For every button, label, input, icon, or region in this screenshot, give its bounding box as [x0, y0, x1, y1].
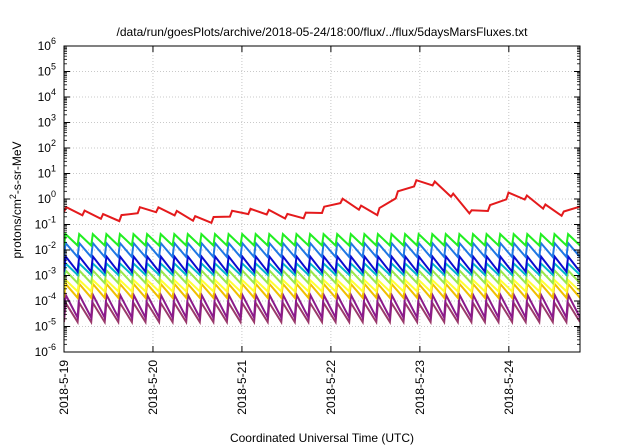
y-tick-label: 10-4	[35, 291, 56, 308]
axis-ticks	[63, 45, 580, 353]
series-line-3	[64, 240, 580, 260]
y-tick-label: 104	[38, 87, 56, 104]
y-axis-label: protons/cm2-s-sr-MeV	[8, 141, 24, 258]
y-tick-label: 105	[38, 62, 56, 79]
series-line-9	[64, 290, 580, 322]
series-layer	[64, 178, 580, 326]
y-tick-label: 102	[38, 138, 56, 155]
y-tick-label: 10-3	[35, 266, 56, 283]
x-tick-label: 2018-5-20	[146, 360, 160, 415]
x-tick-label: 2018-5-22	[324, 360, 338, 415]
chart-title: /data/run/goesPlots/archive/2018-05-24/1…	[117, 25, 529, 39]
x-axis-label: Coordinated Universal Time (UTC)	[230, 431, 414, 445]
y-tick-label: 10-5	[35, 317, 56, 334]
series-line-6	[64, 268, 580, 286]
series-line-4	[64, 253, 580, 275]
y-tick-label: 100	[38, 189, 56, 206]
y-tick-label: 10-6	[35, 342, 56, 359]
x-tick-label: 2018-5-21	[235, 360, 249, 415]
y-tick-label: 103	[38, 113, 56, 130]
y-tick-label: 106	[38, 36, 56, 53]
y-tick-label: 10-2	[35, 240, 56, 257]
y-tick-label: 101	[38, 164, 56, 181]
y-tick-label: 10-1	[35, 215, 56, 232]
x-tick-label: 2018-5-19	[57, 360, 71, 415]
x-tick-label: 2018-5-24	[502, 360, 516, 415]
x-tick-label: 2018-5-23	[413, 360, 427, 415]
series-line-2	[64, 232, 580, 248]
series-line-7	[64, 277, 580, 294]
series-line-1	[64, 178, 580, 225]
